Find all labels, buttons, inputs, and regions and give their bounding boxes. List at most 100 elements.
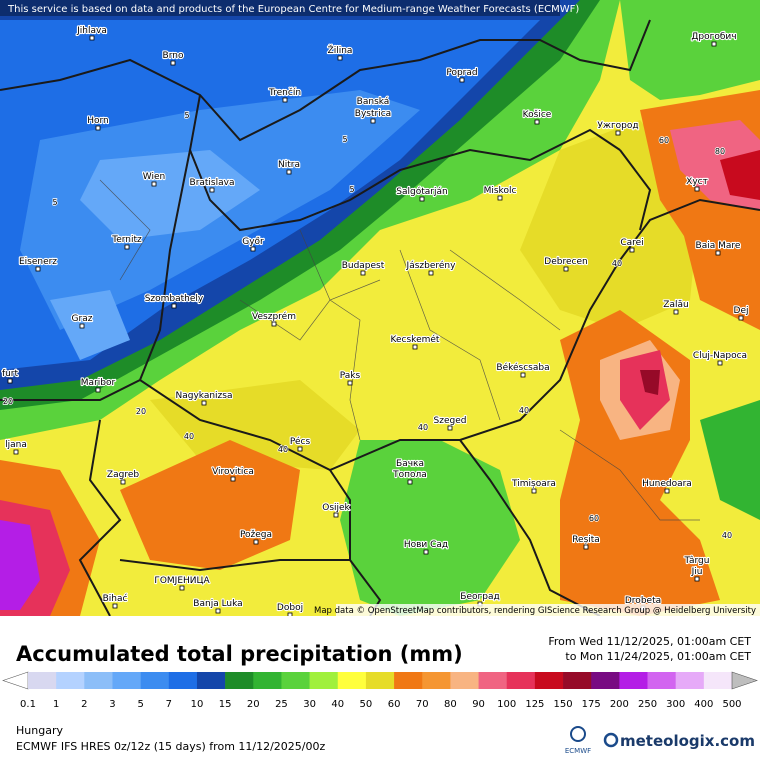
city-marker [738, 315, 744, 321]
city-label: Jászberény [406, 260, 457, 271]
city-marker [79, 323, 85, 329]
notice-band [0, 0, 560, 16]
city-label: Bratislava [190, 178, 235, 188]
city-label: Banská [357, 97, 390, 107]
notice: This service is based on data and produc… [7, 4, 579, 15]
city-marker [7, 378, 13, 384]
city-marker [89, 35, 95, 41]
city-marker [694, 576, 700, 582]
city-marker [120, 479, 126, 485]
legend-swatch [196, 672, 226, 689]
contour-label: 40 [418, 423, 428, 432]
city-marker [282, 97, 288, 103]
city-label: Virovitica [212, 467, 254, 477]
city-marker [629, 247, 635, 253]
city-label: Bihać [103, 593, 128, 604]
city-marker [412, 344, 418, 350]
city-marker [286, 169, 292, 175]
legend-swatch [478, 672, 508, 689]
city-marker [35, 266, 41, 272]
contour-label: 40 [612, 259, 622, 268]
city-marker [13, 449, 19, 455]
region: Hungary [16, 724, 63, 737]
city-marker [419, 196, 425, 202]
legend-label: 5 [137, 699, 143, 710]
legend-label: 15 [219, 699, 232, 710]
city-label: Békéscsaba [496, 362, 549, 373]
city-marker [615, 130, 621, 136]
period-from: From Wed 11/12/2025, 01:00am CET [548, 635, 751, 648]
city-marker [170, 60, 176, 66]
city-label: Wien [143, 172, 165, 182]
legend-swatch [84, 672, 113, 689]
city-label: Timișoara [511, 479, 556, 489]
attribution-band [336, 604, 760, 616]
city-label: Košice [523, 109, 552, 120]
city-label: Топола [392, 470, 427, 480]
zone-3 [50, 290, 130, 360]
legend-swatch [422, 672, 451, 689]
city-label: Nagykanizsa [176, 391, 233, 401]
contour-label: 80 [715, 147, 725, 156]
city-marker [664, 488, 670, 494]
legend-label: 125 [525, 699, 544, 710]
city-label: Pécs [290, 436, 311, 447]
legend: Accumulated total precipitation (mm) Fro… [2, 635, 758, 710]
city-marker [112, 603, 118, 609]
zone-3 [80, 150, 260, 240]
model-info: ECMWF IFS HRES 0z/12z (15 days) from 11/… [16, 740, 326, 753]
city-label: Osijek [322, 503, 350, 513]
city-marker [95, 125, 101, 131]
legend-label: 200 [610, 699, 629, 710]
zone-125 [720, 150, 760, 200]
city-label: Salgótarján [396, 186, 447, 197]
legend-label: 300 [666, 699, 685, 710]
legend-title: Accumulated total precipitation (mm) [16, 642, 463, 666]
precipitation-map: Jihlava Brno Žilina Poprad Дрогобич Horn Trenč… [0, 0, 760, 616]
labels: Jihlava Brno Žilina Poprad Дрогобич Horn Trenč… [1, 25, 750, 616]
city-label: Zalău [663, 300, 688, 310]
city-marker [297, 446, 303, 452]
legend-arrow-high [731, 671, 758, 690]
city-marker [347, 380, 353, 386]
legend-swatch [563, 672, 592, 689]
legend-swatch [619, 672, 648, 689]
legend-swatch [703, 672, 733, 689]
legend-swatch [450, 672, 479, 689]
city-marker [459, 77, 465, 83]
city-marker [215, 608, 221, 614]
legend-label: 175 [582, 699, 601, 710]
contour-label: 40 [184, 432, 194, 441]
city-marker [253, 539, 259, 545]
city-marker [95, 387, 101, 393]
city-marker [407, 479, 413, 485]
zone-20 [700, 400, 760, 520]
city-marker [124, 244, 130, 250]
city-marker [711, 41, 717, 47]
contour-label: 5 [52, 198, 57, 207]
city-marker [209, 187, 215, 193]
legend-label: 100 [497, 699, 516, 710]
city-marker [673, 309, 679, 315]
legend-label: 40 [331, 699, 344, 710]
city-label: Horn [87, 116, 109, 126]
city-label: Bystrica [355, 109, 391, 119]
region-borders [99, 179, 700, 521]
contour-label: 40 [278, 445, 288, 454]
city-marker [531, 488, 537, 494]
city-label: Szeged [434, 416, 467, 426]
city-label: Hunedoara [642, 479, 692, 489]
city-marker [230, 476, 236, 482]
city-label: Győr [242, 237, 264, 247]
city-label: Nitra [278, 160, 300, 170]
city-label: Debrecen [544, 257, 587, 267]
contour-label: 60 [659, 136, 669, 145]
city-label: Baia Mare [696, 241, 741, 251]
city-label: ljana [5, 440, 27, 450]
city-label: Jihlava [76, 26, 107, 36]
city-marker [151, 181, 157, 187]
city-marker [428, 270, 434, 276]
legend-label: 400 [694, 699, 713, 710]
legend-swatch [534, 672, 564, 689]
city-label: Dej [734, 306, 749, 316]
